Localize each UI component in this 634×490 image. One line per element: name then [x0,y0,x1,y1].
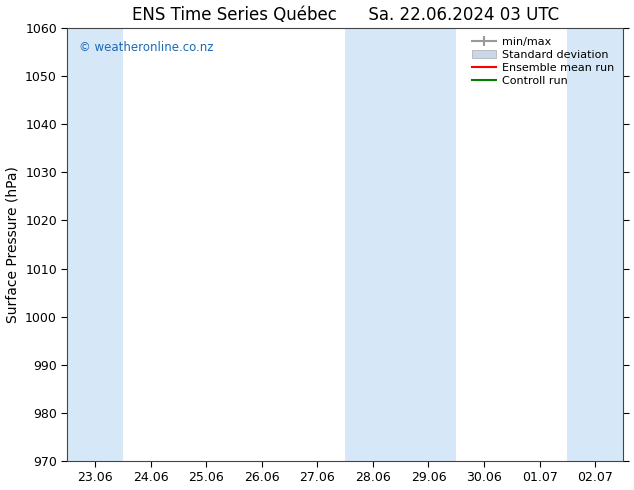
Title: ENS Time Series Québec      Sa. 22.06.2024 03 UTC: ENS Time Series Québec Sa. 22.06.2024 03… [132,5,559,24]
Bar [67,28,123,461]
Legend: min/max, Standard deviation, Ensemble mean run, Controll run: min/max, Standard deviation, Ensemble me… [469,33,618,90]
Bar [345,28,456,461]
Y-axis label: Surface Pressure (hPa): Surface Pressure (hPa) [6,166,20,323]
Text: © weatheronline.co.nz: © weatheronline.co.nz [79,41,213,54]
Bar [567,28,623,461]
